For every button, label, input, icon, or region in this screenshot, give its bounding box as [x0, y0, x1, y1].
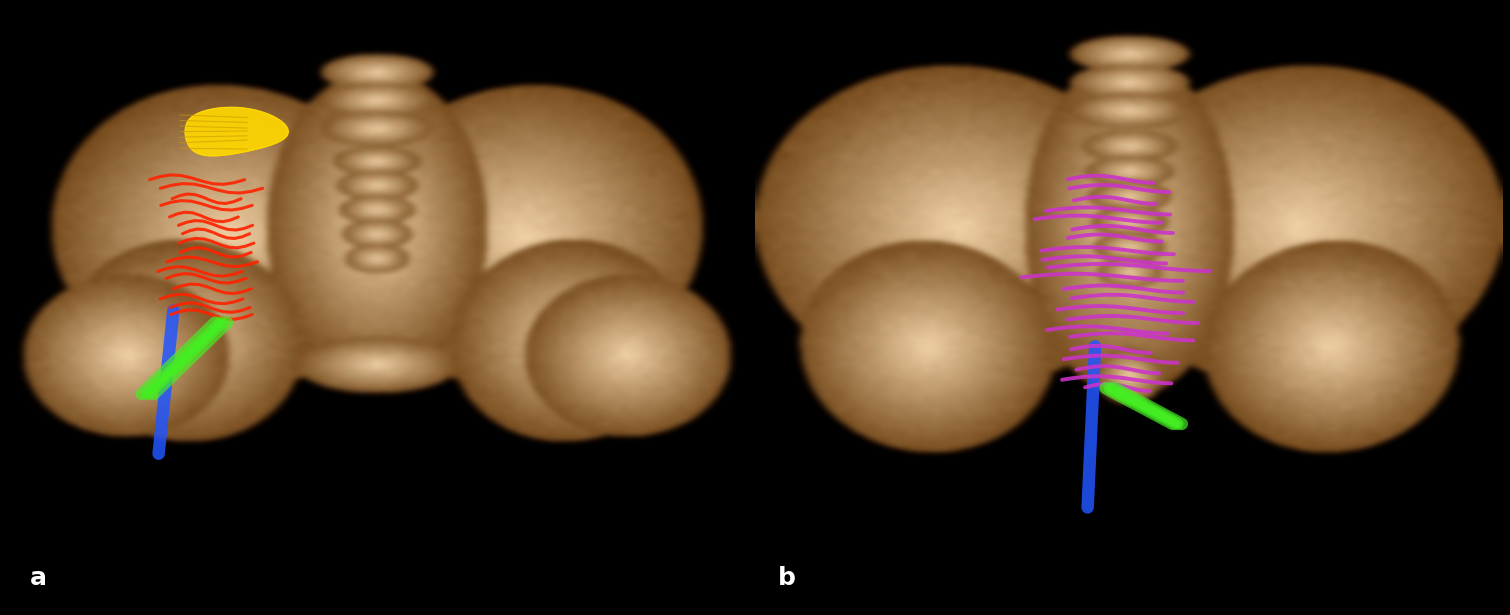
Text: b: b	[778, 566, 796, 590]
Polygon shape	[186, 107, 288, 156]
Text: a: a	[30, 566, 47, 590]
